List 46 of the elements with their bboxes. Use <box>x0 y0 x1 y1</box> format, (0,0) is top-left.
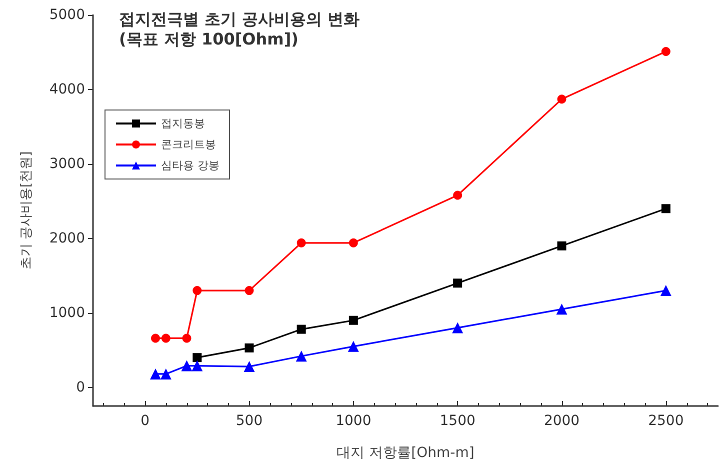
point <box>557 241 566 250</box>
point <box>556 304 568 315</box>
x-tick-label: 500 <box>236 413 263 429</box>
chart-title: 접지전극별 초기 공사비용의 변화 <box>119 10 360 28</box>
point <box>453 190 462 200</box>
point <box>452 322 464 334</box>
x-tick-label: 1000 <box>336 413 372 429</box>
point <box>661 204 670 214</box>
point <box>296 350 307 362</box>
point <box>348 340 359 352</box>
point <box>150 368 161 380</box>
point <box>181 360 192 372</box>
x-tick-label: 0 <box>140 413 150 429</box>
y-tick-label: 5000 <box>49 7 85 23</box>
point <box>557 94 566 104</box>
x-tick-label: 1500 <box>440 413 476 429</box>
point <box>192 353 202 362</box>
point <box>244 286 254 296</box>
point <box>161 334 170 343</box>
legend-label: 콘크리트봉 <box>161 138 216 151</box>
point <box>660 285 672 296</box>
y-tick-label: 0 <box>76 379 85 396</box>
point <box>296 324 306 334</box>
x-tick-label: 2500 <box>648 413 684 429</box>
point <box>348 316 358 325</box>
point <box>244 343 254 352</box>
point <box>453 278 462 288</box>
text: (목표 저항 100[Ohm]) <box>119 30 298 48</box>
legend-label: 접지동봉 <box>161 117 205 130</box>
point <box>151 334 160 343</box>
point <box>348 238 358 248</box>
point <box>244 361 255 372</box>
y-tick-label: 1000 <box>49 304 85 321</box>
point <box>160 368 172 380</box>
x-tick-label: 2000 <box>544 413 580 429</box>
y-tick-label: 3000 <box>49 156 85 172</box>
point <box>182 334 192 343</box>
point <box>192 286 202 296</box>
y-tick-label: 4000 <box>49 81 85 98</box>
point <box>296 238 306 248</box>
y-tick-label: 2000 <box>49 230 85 246</box>
y-axis-title: 초기 공사비용[천원] <box>19 151 34 270</box>
point <box>661 46 670 56</box>
x-axis-title: 대지 저항률[Ohm-m] <box>336 445 474 461</box>
legend-label: 심타용 강봉 <box>161 159 220 172</box>
point <box>192 360 203 372</box>
